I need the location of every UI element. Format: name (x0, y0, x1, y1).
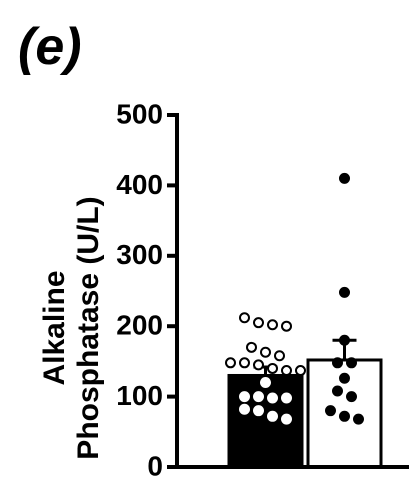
data-point (332, 385, 343, 397)
data-point (246, 341, 257, 353)
data-point (225, 357, 236, 369)
data-point (353, 413, 364, 425)
y-tick-label: 400 (116, 169, 163, 200)
data-point (267, 392, 278, 404)
data-point (267, 410, 278, 422)
data-point (267, 319, 278, 331)
y-axis-title: Alkaline Phosphatase (U/L) (38, 196, 105, 459)
data-point (346, 357, 357, 369)
y-tick-label: 0 (147, 450, 163, 481)
data-point (346, 391, 357, 403)
data-point (325, 405, 336, 417)
data-point (260, 377, 271, 389)
data-point (281, 413, 292, 425)
data-point (253, 317, 264, 329)
data-point (339, 286, 350, 298)
data-point (281, 320, 292, 332)
data-point (274, 350, 285, 362)
data-point (260, 346, 271, 358)
data-point (339, 172, 350, 184)
data-point (339, 410, 350, 422)
data-point (339, 334, 350, 346)
data-point (253, 359, 264, 371)
y-tick-label: 200 (116, 310, 163, 341)
data-points (225, 172, 364, 425)
data-point (253, 405, 264, 417)
data-point (332, 357, 343, 369)
data-point (239, 403, 250, 415)
y-tick-label: 300 (116, 239, 163, 270)
bars (227, 358, 383, 469)
data-point (295, 365, 306, 377)
y-tick-label: 500 (116, 98, 163, 129)
data-point (253, 391, 264, 403)
data-point (281, 365, 292, 377)
data-point (339, 372, 350, 384)
data-point (267, 362, 278, 374)
panel-label: (e) (18, 18, 82, 76)
data-point (281, 392, 292, 404)
y-axis: 0 100 200 300 400 500 (116, 98, 179, 481)
data-point (239, 312, 250, 324)
y-axis-title-line-2: Phosphatase (U/L) (72, 196, 105, 459)
data-point (239, 391, 250, 403)
data-point (239, 357, 250, 369)
y-tick-label: 100 (116, 380, 163, 411)
y-axis-title-line-1: Alkaline (38, 270, 71, 385)
